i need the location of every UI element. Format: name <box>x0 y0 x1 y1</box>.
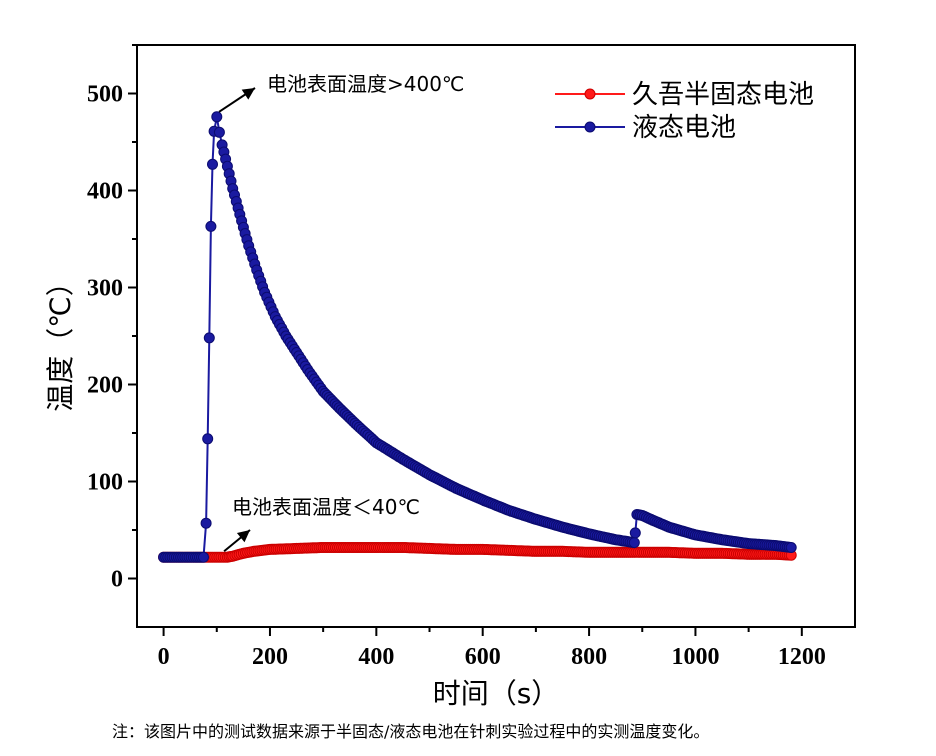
data-point-liquid <box>628 537 640 549</box>
data-point-liquid <box>205 220 217 232</box>
y-tick-label: 0 <box>111 567 123 593</box>
legend-marker-liquid <box>584 121 596 133</box>
y-tick-label: 100 <box>87 470 123 496</box>
data-point-liquid <box>198 551 209 563</box>
y-axis-title: 温度（℃） <box>44 268 77 411</box>
axis-ticks <box>128 44 803 636</box>
annotations: 电池表面温度>400℃ 电池表面温度＜40℃ <box>218 72 464 552</box>
y-tick-label: 300 <box>87 276 123 302</box>
y-tick-labels: 0 100 200 300 400 500 <box>87 82 123 593</box>
x-tick-labels: 0 200 400 600 800 1000 1200 <box>158 644 826 670</box>
data-point-liquid <box>211 111 223 123</box>
footnote: 注：该图片中的测试数据来源于半固态/液态电池在针刺实验过程中的实测温度变化。 <box>112 722 710 741</box>
y-tick-label: 200 <box>87 373 123 399</box>
x-tick-label: 1200 <box>778 644 826 670</box>
series-layer <box>158 111 797 563</box>
legend-label-liquid: 液态电池 <box>632 113 736 143</box>
legend-marker-semi-solid <box>584 88 596 100</box>
legend: 久吾半固态电池 液态电池 <box>555 80 814 143</box>
y-tick-label: 400 <box>87 179 123 205</box>
y-tick-label: 500 <box>87 82 123 108</box>
x-tick-label: 200 <box>252 644 288 670</box>
data-point-liquid <box>203 332 215 344</box>
x-tick-label: 0 <box>158 644 170 670</box>
data-point-liquid <box>629 527 641 539</box>
series-line-liquid <box>163 116 792 559</box>
x-tick-label: 400 <box>358 644 394 670</box>
x-tick-label: 600 <box>465 644 501 670</box>
x-axis-title: 时间（s） <box>433 677 560 710</box>
data-point-liquid <box>202 433 214 445</box>
annotation-arrowhead-low <box>236 530 250 543</box>
annotation-high-temp: 电池表面温度>400℃ <box>267 72 464 96</box>
series-markers-semi-solid <box>158 542 797 563</box>
data-point-liquid <box>200 517 212 529</box>
annotation-low-temp: 电池表面温度＜40℃ <box>232 495 420 519</box>
annotation-arrowhead-high <box>241 88 255 100</box>
x-tick-label: 800 <box>571 644 607 670</box>
data-point-liquid <box>785 542 797 553</box>
legend-label-semi-solid: 久吾半固态电池 <box>632 80 814 110</box>
x-tick-label: 1000 <box>671 644 719 670</box>
temperature-chart: 0 200 400 600 800 1000 1200 0 100 200 300 400 500 时… <box>44 44 856 710</box>
data-point-liquid <box>213 126 225 138</box>
series-markers-liquid <box>158 111 797 563</box>
data-point-liquid <box>207 158 218 170</box>
